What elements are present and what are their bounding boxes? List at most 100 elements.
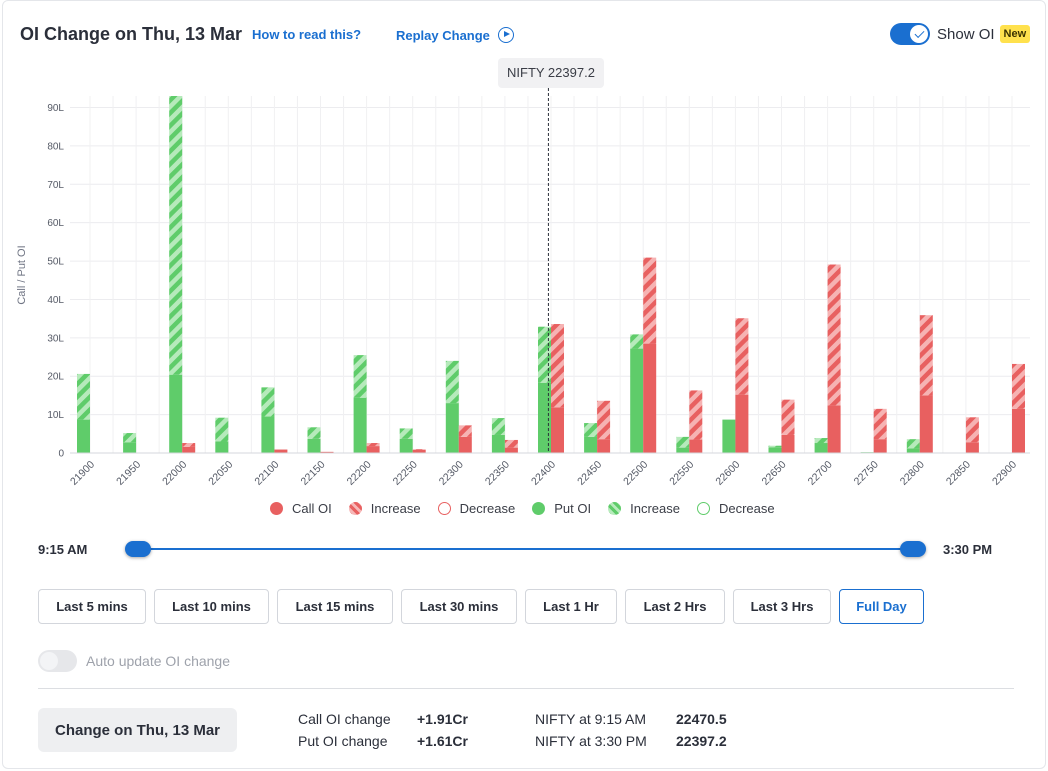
x-tick-label: 22750 — [852, 459, 881, 488]
change-date-button[interactable]: Change on Thu, 13 Mar — [38, 708, 237, 752]
put-oi-increase-bar[interactable] — [215, 417, 229, 442]
put-oi-bar[interactable] — [538, 382, 551, 453]
put-oi-bar[interactable] — [676, 447, 690, 453]
put-oi-increase-bar[interactable] — [814, 438, 828, 444]
put-oi-increase-bar[interactable] — [538, 326, 551, 383]
put-oi-increase-bar[interactable] — [584, 423, 598, 437]
x-tick-label: 22600 — [713, 459, 742, 488]
y-tick-label: 10L — [47, 410, 64, 421]
range-button-last-15-mins[interactable]: Last 15 mins — [277, 589, 393, 624]
put-oi-bar[interactable] — [307, 438, 321, 453]
call-oi-bar[interactable] — [735, 394, 749, 453]
put-oi-increase-bar[interactable] — [353, 355, 367, 398]
put-oi-bar[interactable] — [261, 416, 275, 453]
legend-item-call-inc[interactable]: Increase — [348, 501, 421, 516]
y-tick-label: 60L — [47, 218, 64, 229]
how-to-read-link[interactable]: How to read this? — [252, 27, 362, 42]
call-oi-increase-bar[interactable] — [366, 443, 380, 447]
call-oi-increase-bar[interactable] — [458, 425, 472, 437]
legend-item-put-dec[interactable]: Decrease — [696, 501, 775, 516]
range-button-last-1-hr[interactable]: Last 1 Hr — [525, 589, 617, 624]
put-oi-bar[interactable] — [77, 419, 90, 453]
call-oi-bar[interactable] — [781, 434, 795, 453]
call-oi-increase-bar[interactable] — [597, 400, 611, 440]
legend-item-call-solid[interactable]: Call OI — [270, 501, 332, 516]
call-oi-increase-bar[interactable] — [689, 390, 703, 440]
call-oi-bar[interactable] — [919, 395, 933, 453]
put-oi-bar[interactable] — [123, 442, 137, 453]
put-oi-bar[interactable] — [768, 447, 782, 453]
legend-item-put-inc[interactable]: Increase — [608, 501, 680, 516]
legend-swatch-icon — [532, 502, 546, 515]
put-oi-bar[interactable] — [814, 443, 828, 453]
x-tick-label: 21950 — [114, 459, 143, 488]
call-oi-bar[interactable] — [182, 446, 196, 453]
call-oi-bar[interactable] — [366, 446, 380, 453]
legend-swatch-icon — [437, 502, 451, 515]
call-oi-bar[interactable] — [643, 343, 657, 453]
call-oi-increase-bar[interactable] — [735, 318, 749, 395]
time-range-track[interactable] — [138, 548, 913, 550]
put-oi-increase-bar[interactable] — [77, 373, 90, 420]
put-oi-increase-bar[interactable] — [906, 439, 920, 449]
call-oi-bar[interactable] — [504, 447, 518, 453]
call-oi-bar[interactable] — [1012, 408, 1025, 453]
legend-item-put-solid[interactable]: Put OI — [532, 501, 591, 516]
call-oi-bar[interactable] — [689, 439, 703, 453]
put-oi-increase-bar[interactable] — [445, 360, 459, 404]
put-oi-bar[interactable] — [445, 403, 459, 453]
put-oi-increase-bar[interactable] — [768, 445, 782, 448]
call-oi-increase-bar[interactable] — [919, 315, 933, 396]
put-oi-increase-bar[interactable] — [676, 436, 690, 448]
call-oi-increase-bar[interactable] — [1012, 363, 1025, 409]
put-oi-increase-bar[interactable] — [123, 433, 137, 443]
put-oi-bar[interactable] — [584, 436, 598, 453]
call-oi-bar[interactable] — [597, 439, 611, 453]
call-oi-increase-bar[interactable] — [182, 443, 196, 447]
call-oi-increase-bar[interactable] — [504, 439, 518, 448]
put-oi-bar[interactable] — [215, 441, 229, 453]
call-oi-increase-bar[interactable] — [412, 449, 426, 450]
put-oi-bar[interactable] — [353, 397, 367, 453]
call-oi-bar[interactable] — [873, 439, 887, 453]
range-button-last-30-mins[interactable]: Last 30 mins — [401, 589, 517, 624]
range-button-last-10-mins[interactable]: Last 10 mins — [154, 589, 269, 624]
call-oi-bar[interactable] — [827, 405, 841, 453]
put-oi-increase-bar[interactable] — [307, 427, 321, 439]
range-button-last-2-hrs[interactable]: Last 2 Hrs — [625, 589, 725, 624]
play-circle-icon[interactable] — [497, 27, 514, 43]
call-oi-bar[interactable] — [551, 407, 564, 453]
put-oi-bar[interactable] — [399, 438, 413, 453]
show-oi-toggle[interactable] — [890, 23, 930, 45]
call-oi-increase-bar[interactable] — [643, 257, 657, 344]
put-oi-increase-bar[interactable] — [169, 96, 183, 375]
range-button-last-5-mins[interactable]: Last 5 mins — [38, 589, 146, 624]
call-oi-increase-bar[interactable] — [827, 264, 841, 406]
call-oi-bar[interactable] — [320, 451, 334, 453]
put-oi-bar[interactable] — [722, 419, 736, 453]
range-button-last-3-hrs[interactable]: Last 3 Hrs — [733, 589, 831, 624]
auto-update-toggle[interactable] — [38, 650, 77, 672]
call-oi-bar[interactable] — [965, 442, 979, 453]
put-oi-increase-bar[interactable] — [261, 387, 275, 417]
call-oi-increase-bar[interactable] — [551, 324, 564, 408]
call-oi-increase-bar[interactable] — [965, 417, 979, 443]
legend-item-call-dec[interactable]: Decrease — [437, 501, 515, 516]
call-oi-bar[interactable] — [412, 449, 426, 453]
put-oi-increase-bar[interactable] — [630, 334, 644, 349]
call-oi-bar[interactable] — [458, 436, 472, 453]
call-oi-increase-bar[interactable] — [781, 399, 795, 435]
put-oi-bar[interactable] — [491, 434, 505, 453]
slider-start-handle[interactable] — [125, 541, 151, 557]
slider-end-handle[interactable] — [900, 541, 926, 557]
range-button-full-day[interactable]: Full Day — [839, 589, 924, 624]
chart-bars — [77, 96, 1025, 453]
replay-change-link[interactable]: Replay Change — [396, 27, 514, 43]
put-oi-increase-bar[interactable] — [491, 418, 505, 435]
call-oi-increase-bar[interactable] — [873, 408, 887, 440]
put-oi-bar[interactable] — [169, 374, 183, 453]
put-oi-bar[interactable] — [906, 448, 920, 453]
put-oi-increase-bar[interactable] — [399, 428, 413, 439]
put-oi-bar[interactable] — [630, 348, 644, 453]
call-oi-bar[interactable] — [274, 449, 288, 453]
